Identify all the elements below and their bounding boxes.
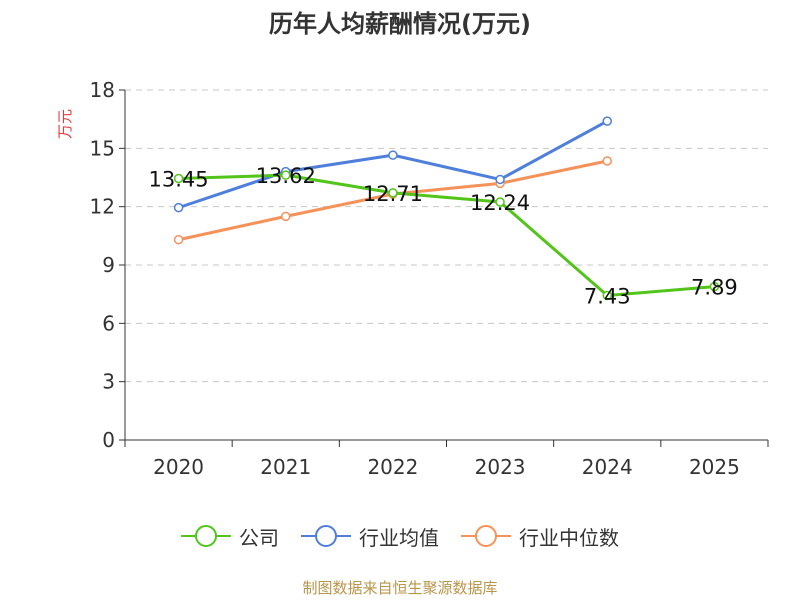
y-tick-label: 9: [102, 253, 115, 277]
legend-marker-icon: [181, 525, 231, 547]
data-labels: 13.45 13.62 12.71 12.24 7.43 7.89: [149, 164, 738, 308]
x-tick-label: 2024: [582, 455, 633, 479]
data-point: [495, 174, 505, 185]
legend-label: 公司: [239, 525, 279, 550]
legend-label: 行业中位数: [519, 525, 619, 550]
x-tick-label: 2025: [689, 455, 740, 479]
y-axis-label: 万元: [56, 109, 74, 139]
data-label: 13.45: [149, 167, 209, 191]
data-point: [602, 116, 612, 126]
y-tick-label: 12: [90, 195, 115, 219]
data-label: 12.24: [470, 191, 530, 215]
y-tick-label: 3: [102, 370, 115, 394]
axes: 0 3 6 9 12 15 18 2020 2021 2022 2023 2024 2025: [90, 78, 769, 479]
chart-title: 历年人均薪酬情况(万元): [269, 10, 531, 38]
legend-label: 行业均值: [359, 525, 439, 550]
data-point: [602, 290, 612, 301]
data-label: 13.62: [256, 164, 316, 188]
data-label: 12.71: [363, 182, 423, 206]
data-point: [281, 211, 291, 222]
data-point: [173, 234, 184, 245]
grid-lines: [125, 89, 768, 383]
x-tick-label: 2023: [475, 455, 526, 479]
y-tick-label: 6: [102, 311, 115, 335]
x-tick-label: 2021: [260, 455, 311, 479]
x-tick-label: 2022: [367, 455, 418, 479]
data-point: [388, 188, 398, 198]
legend-item[interactable]: 行业中位数: [461, 522, 619, 551]
data-point: [388, 150, 398, 160]
data-point: [281, 170, 291, 180]
y-tick-label: 0: [102, 428, 115, 452]
data-point: [495, 197, 505, 207]
legend-item[interactable]: 行业均值: [301, 522, 439, 551]
series-lines: [173, 116, 720, 301]
data-point: [709, 281, 720, 292]
legend: 公司 行业均值 行业中位数: [0, 518, 800, 554]
legend-marker-icon: [301, 525, 351, 547]
source-note: 制图数据来自恒生聚源数据库: [302, 579, 498, 597]
data-label: 7.89: [691, 276, 738, 300]
data-label: 7.43: [584, 285, 631, 309]
y-tick-label: 18: [90, 78, 115, 102]
y-tick-label: 15: [90, 136, 115, 160]
series-line-0: [178, 173, 715, 298]
data-point: [173, 202, 184, 213]
legend-marker-icon: [461, 525, 511, 547]
x-tick-label: 2020: [153, 455, 204, 479]
legend-item[interactable]: 公司: [181, 522, 279, 551]
data-point: [602, 156, 612, 166]
data-point: [173, 173, 184, 184]
